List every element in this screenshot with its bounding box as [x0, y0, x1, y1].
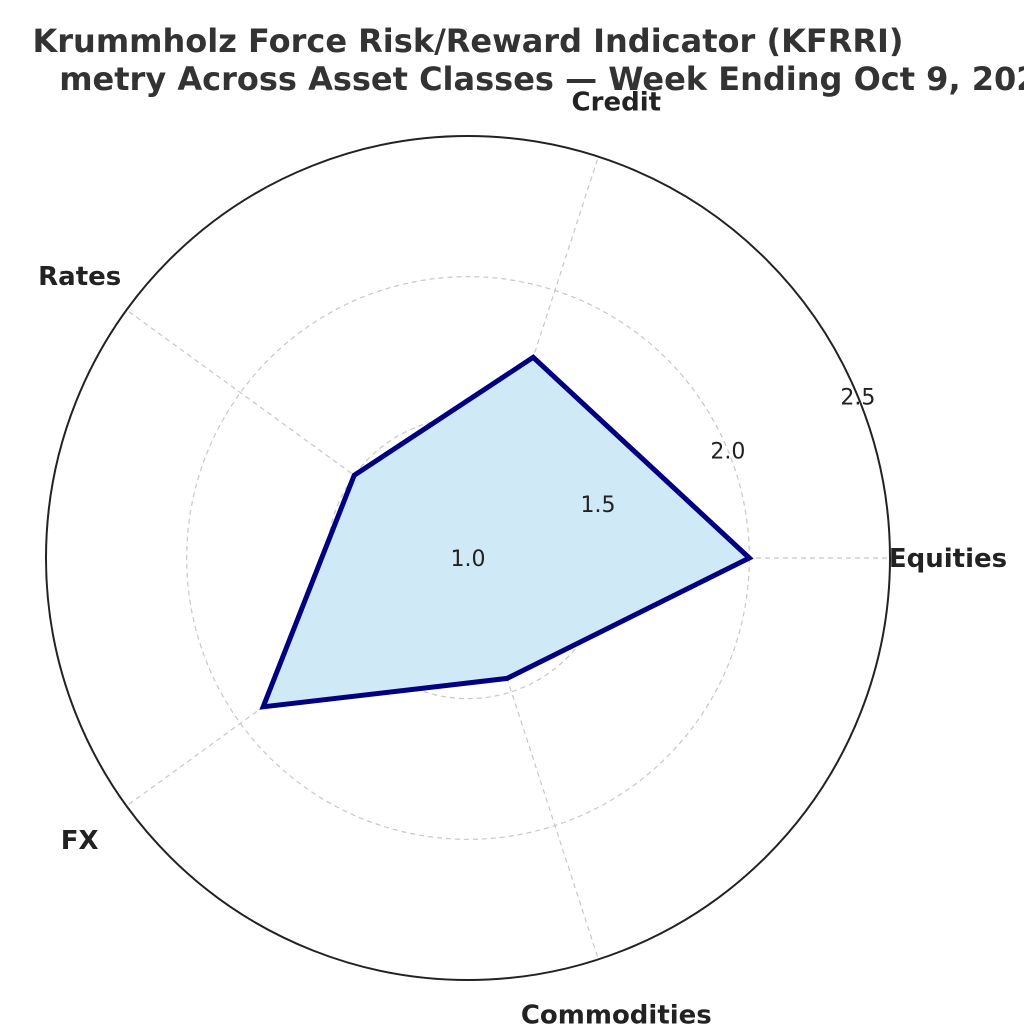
- tick-label-3: 2.5: [840, 386, 875, 411]
- chart-title-line-2: metry Across Asset Classes — Week Ending…: [59, 60, 1024, 98]
- radar-tick-labels: 1.0 1.5 2.0 2.5: [451, 386, 876, 573]
- spoke-2: [126, 309, 469, 559]
- series-area: [263, 357, 750, 707]
- outer-ring: [45, 135, 891, 981]
- axis-label-credit: Credit: [572, 88, 662, 118]
- tick-label-0: 1.0: [451, 547, 486, 572]
- series-line: [259, 354, 754, 710]
- tick-label-1: 1.5: [581, 493, 616, 518]
- radar-series: [259, 354, 754, 710]
- axis-label-rates: Rates: [38, 262, 121, 292]
- radar-axis-labels: Equities Credit Rates FX Commodities: [38, 88, 1007, 1024]
- axis-label-commodities: Commodities: [521, 1001, 712, 1024]
- axis-label-equities: Equities: [889, 544, 1007, 574]
- axis-label-fx: FX: [61, 826, 99, 856]
- chart-title: Krummholz Force Risk/Reward Indicator (K…: [32, 22, 1024, 98]
- chart-title-line-1: Krummholz Force Risk/Reward Indicator (K…: [32, 22, 903, 60]
- tick-label-2: 2.0: [710, 439, 745, 464]
- spoke-4: [467, 557, 599, 960]
